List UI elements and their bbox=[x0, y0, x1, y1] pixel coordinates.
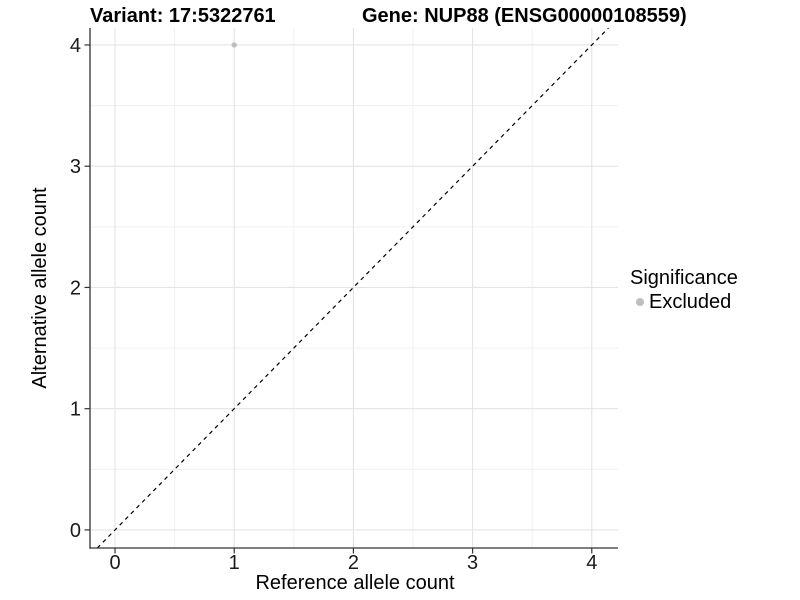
legend-item-excluded: Excluded bbox=[630, 291, 738, 313]
x-tick-label: 4 bbox=[586, 552, 597, 574]
identity-line bbox=[96, 27, 609, 549]
x-tick-label: 0 bbox=[109, 552, 120, 574]
y-tick-label: 4 bbox=[70, 35, 81, 57]
excluded-point-icon bbox=[636, 298, 644, 306]
legend: Significance Excluded bbox=[630, 266, 738, 313]
legend-title: Significance bbox=[630, 267, 738, 289]
x-tick-label: 3 bbox=[467, 552, 478, 574]
y-axis-title: Alternative allele count bbox=[29, 187, 51, 389]
x-axis-title: Reference allele count bbox=[255, 572, 455, 594]
x-tick-label: 2 bbox=[348, 552, 359, 574]
legend-item-label: Excluded bbox=[649, 291, 732, 313]
gene-title: Gene: NUP88 (ENSG00000108559) bbox=[362, 5, 687, 27]
y-tick-label: 2 bbox=[70, 277, 81, 299]
variant-title: Variant: 17:5322761 bbox=[90, 5, 276, 27]
x-tick-label: 1 bbox=[229, 552, 240, 574]
data-point-excluded bbox=[231, 42, 237, 48]
y-tick-label: 3 bbox=[70, 156, 81, 178]
y-tick-label: 1 bbox=[70, 399, 81, 421]
y-tick-label: 0 bbox=[70, 520, 81, 542]
